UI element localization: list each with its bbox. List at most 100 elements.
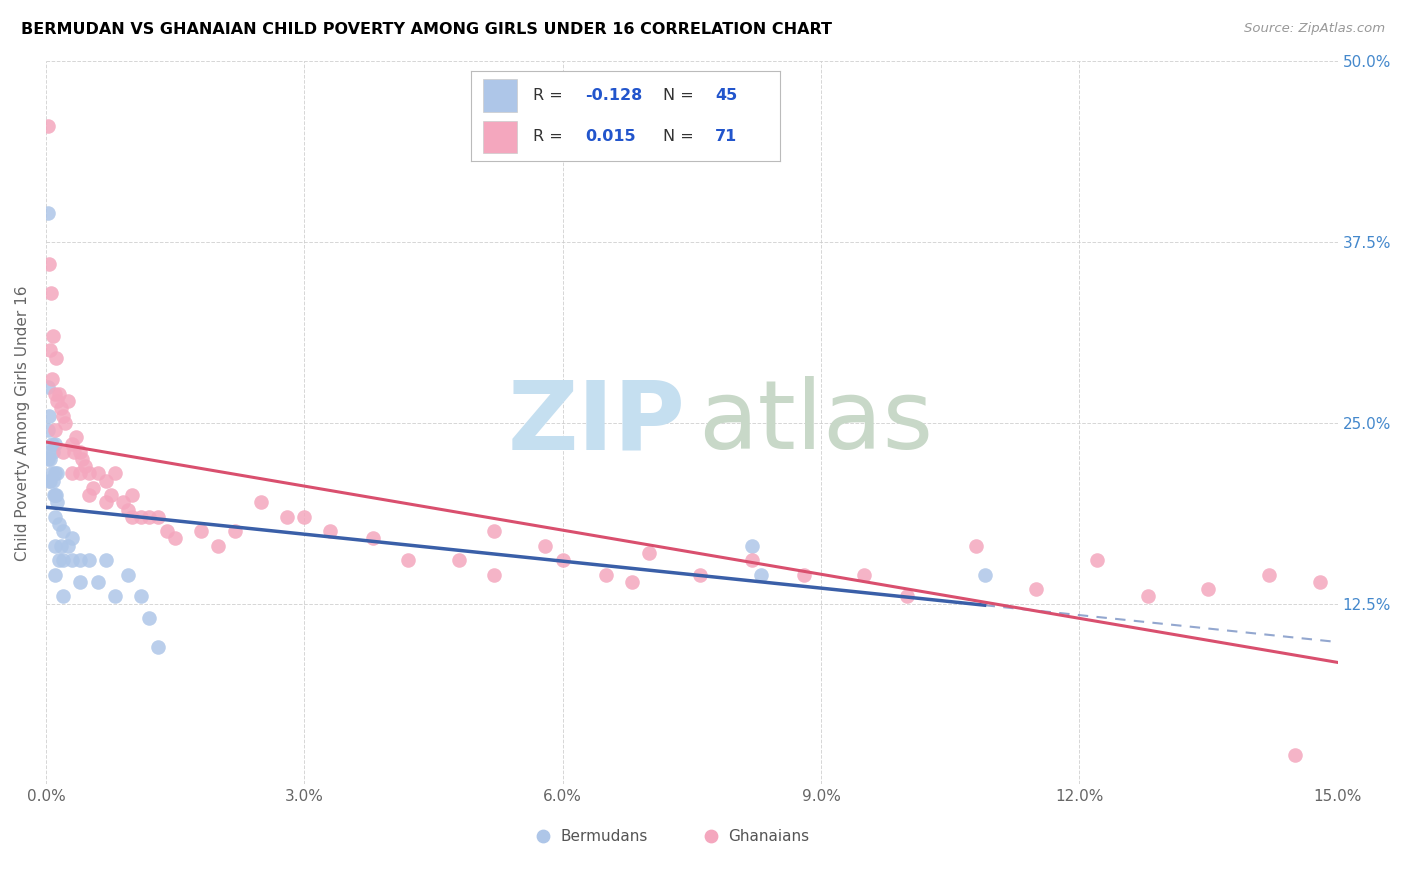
Point [44, 488, 66, 502]
Text: ZIP: ZIP [508, 376, 685, 469]
Point [39, 343, 62, 358]
Point [853, 567, 876, 582]
Point [741, 539, 763, 553]
Point [96, 474, 118, 488]
Point [207, 539, 229, 553]
Point [42, 488, 65, 502]
Point [741, 553, 763, 567]
Point [73, 459, 96, 474]
Point [224, 524, 246, 539]
Point [63, 444, 86, 458]
Point [1257, 567, 1279, 582]
Text: atlas: atlas [699, 376, 934, 469]
Point [48, 553, 70, 567]
Point [361, 532, 384, 546]
Point [146, 640, 169, 654]
Point [37, 451, 59, 466]
Point [77, 488, 100, 502]
Point [44, 509, 66, 524]
Text: R =: R = [533, 88, 568, 103]
Text: 71: 71 [716, 129, 738, 144]
Point [551, 553, 574, 567]
FancyBboxPatch shape [484, 121, 517, 153]
Point [38, 257, 60, 271]
Point [46, 394, 69, 409]
Point [44, 387, 66, 401]
Point [973, 567, 995, 582]
Point [69, 467, 91, 481]
Point [38, 444, 60, 458]
Text: N =: N = [662, 88, 699, 103]
Point [620, 574, 643, 589]
Point [44, 423, 66, 437]
Point [53, 416, 76, 430]
Point [69, 553, 91, 567]
Point [595, 567, 617, 582]
Point [292, 509, 315, 524]
Point [86, 467, 108, 481]
Point [70, 451, 93, 466]
Point [44, 437, 66, 451]
Text: N =: N = [662, 129, 699, 144]
Point [37, 120, 59, 134]
Point [396, 553, 419, 567]
Point [48, 387, 70, 401]
Text: Ghanaians: Ghanaians [728, 829, 808, 844]
Point [39, 451, 62, 466]
Text: -0.128: -0.128 [585, 88, 643, 103]
Point [60, 553, 83, 567]
Point [96, 553, 118, 567]
Point [37, 379, 59, 393]
Text: R =: R = [533, 129, 568, 144]
Point [46, 495, 69, 509]
Text: Bermudans: Bermudans [560, 829, 647, 844]
Point [121, 509, 143, 524]
Text: 0.015: 0.015 [585, 129, 636, 144]
Point [117, 567, 139, 582]
Point [77, 467, 100, 481]
Point [637, 546, 659, 560]
Point [104, 467, 127, 481]
Point [121, 488, 143, 502]
Point [49, 401, 72, 416]
Point [77, 553, 100, 567]
Point [1198, 582, 1220, 596]
Point [39, 474, 62, 488]
Point [1137, 590, 1160, 604]
Point [41, 437, 63, 451]
Point [482, 524, 505, 539]
Point [45, 351, 67, 365]
Point [52, 409, 75, 423]
Point [41, 467, 63, 481]
Point [117, 502, 139, 516]
Text: 45: 45 [716, 88, 738, 103]
Text: BERMUDAN VS GHANAIAN CHILD POVERTY AMONG GIRLS UNDER 16 CORRELATION CHART: BERMUDAN VS GHANAIAN CHILD POVERTY AMONG… [21, 22, 832, 37]
Point [52, 553, 75, 567]
Point [60, 532, 83, 546]
Point [319, 524, 342, 539]
Point [449, 553, 471, 567]
Point [138, 611, 160, 625]
Point [689, 567, 711, 582]
Point [38, 474, 60, 488]
Point [39, 285, 62, 300]
Point [52, 444, 75, 458]
Y-axis label: Child Poverty Among Girls Under 16: Child Poverty Among Girls Under 16 [15, 285, 30, 560]
Point [60, 467, 83, 481]
Point [129, 590, 152, 604]
Point [749, 567, 772, 582]
Point [276, 509, 298, 524]
Point [1025, 582, 1047, 596]
FancyBboxPatch shape [484, 79, 517, 112]
Point [37, 423, 59, 437]
Point [82, 481, 104, 495]
Point [1309, 574, 1331, 589]
Point [44, 567, 66, 582]
Point [793, 567, 815, 582]
Text: Source: ZipAtlas.com: Source: ZipAtlas.com [1244, 22, 1385, 36]
Point [1284, 748, 1306, 763]
Point [1085, 553, 1108, 567]
Point [46, 467, 69, 481]
Point [44, 539, 66, 553]
Point [112, 495, 135, 509]
